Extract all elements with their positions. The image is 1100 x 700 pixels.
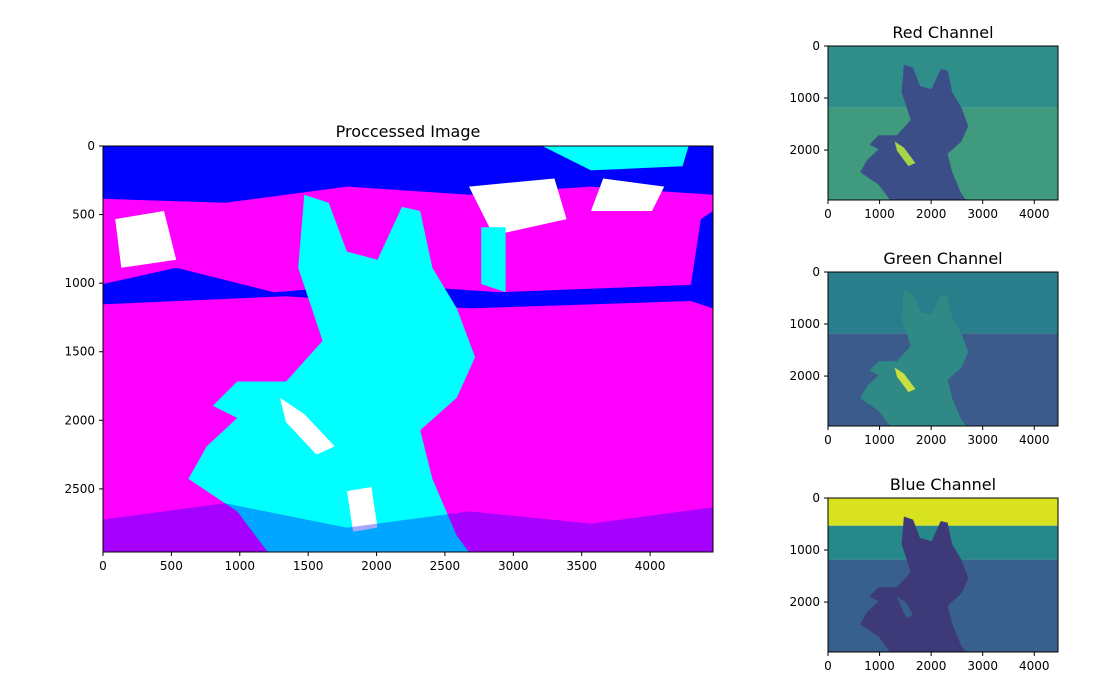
- y-tick-label: 2000: [64, 413, 95, 427]
- blue-image: [828, 498, 1058, 652]
- collar-region: [897, 596, 914, 619]
- y-tick-label: 1000: [789, 543, 820, 557]
- y-tick-label: 0: [812, 491, 820, 505]
- red-axes: Red Channel 0 1000 2000 3000 4000 0 1000 2000: [789, 23, 1059, 221]
- x-tick-label: 0: [824, 433, 832, 447]
- sky-highlight-region: [542, 146, 689, 171]
- grass-texture: [103, 503, 713, 552]
- main-image: [103, 146, 713, 552]
- sky-region: [103, 146, 713, 203]
- sky-region: [828, 498, 1058, 526]
- x-tick-label: 1000: [864, 433, 895, 447]
- x-tick-label: 500: [160, 559, 183, 573]
- x-tick-label: 4000: [1019, 433, 1050, 447]
- x-tick-label: 2000: [361, 559, 392, 573]
- x-tick-label: 4000: [1019, 659, 1050, 673]
- red-image: [828, 46, 1058, 200]
- paw-highlight: [347, 487, 378, 532]
- y-tick-label: 2000: [789, 143, 820, 157]
- y-tick-label: 1500: [64, 345, 95, 359]
- red-ticks: 0 1000 2000 3000 4000 0 1000 2000: [789, 39, 1049, 221]
- green-axes: Green Channel 0 1000 2000 3000 4000 0 1000 2000: [789, 249, 1059, 447]
- green-frame: [827, 271, 1059, 427]
- y-tick-label: 1000: [789, 91, 820, 105]
- dog-region: [860, 290, 969, 426]
- y-tick-label: 0: [87, 139, 95, 153]
- collar-region: [894, 141, 916, 167]
- x-tick-label: 0: [824, 207, 832, 221]
- x-tick-label: 3000: [967, 207, 998, 221]
- dog-region: [860, 516, 969, 652]
- x-tick-label: 4000: [635, 559, 666, 573]
- x-tick-label: 1000: [864, 207, 895, 221]
- tree-region: [688, 211, 713, 309]
- x-tick-label: 2000: [916, 207, 947, 221]
- x-tick-label: 3500: [566, 559, 597, 573]
- dog-region: [188, 194, 476, 552]
- x-tick-label: 1000: [224, 559, 255, 573]
- highlight-left: [115, 211, 177, 268]
- red-frame: [827, 45, 1059, 201]
- green-image: [828, 272, 1058, 426]
- y-tick-label: 2500: [64, 482, 95, 496]
- x-tick-label: 2500: [430, 559, 461, 573]
- collar-region: [279, 397, 335, 455]
- x-tick-label: 1000: [864, 659, 895, 673]
- x-tick-label: 2000: [916, 433, 947, 447]
- dog-region: [860, 64, 969, 200]
- x-tick-label: 3000: [498, 559, 529, 573]
- main-ticks: 0 500 1000 1500 2000 2500 3000 3500 4000 0 500 1000…: [64, 139, 665, 573]
- blue-ticks: 0 1000 2000 3000 4000 0 1000 2000: [789, 491, 1049, 673]
- main-title: Proccessed Image: [336, 122, 481, 141]
- main-frame: [102, 145, 714, 553]
- collar-region: [894, 367, 916, 393]
- y-tick-label: 2000: [789, 595, 820, 609]
- x-tick-label: 0: [99, 559, 107, 573]
- blue-frame: [827, 497, 1059, 653]
- y-tick-label: 500: [72, 208, 95, 222]
- y-tick-label: 0: [812, 39, 820, 53]
- x-tick-label: 3000: [967, 659, 998, 673]
- highlight-center: [469, 178, 567, 236]
- y-tick-label: 1000: [64, 276, 95, 290]
- pole-region: [481, 227, 506, 293]
- x-tick-label: 4000: [1019, 207, 1050, 221]
- green-ticks: 0 1000 2000 3000 4000 0 1000 2000: [789, 265, 1049, 447]
- y-tick-label: 1000: [789, 317, 820, 331]
- blue-axes: Blue Channel 0 1000 2000 3000 4000 0 1000 2000: [789, 475, 1059, 673]
- blue-title: Blue Channel: [890, 475, 996, 494]
- x-tick-label: 3000: [967, 433, 998, 447]
- highlight-right: [591, 178, 665, 211]
- y-tick-label: 0: [812, 265, 820, 279]
- x-tick-label: 1500: [293, 559, 324, 573]
- x-tick-label: 2000: [916, 659, 947, 673]
- y-tick-label: 2000: [789, 369, 820, 383]
- main-axes: Proccessed Image 0 500 1000 1500 2000 2500 300…: [64, 122, 714, 573]
- x-tick-label: 0: [824, 659, 832, 673]
- green-title: Green Channel: [883, 249, 1002, 268]
- red-title: Red Channel: [892, 23, 993, 42]
